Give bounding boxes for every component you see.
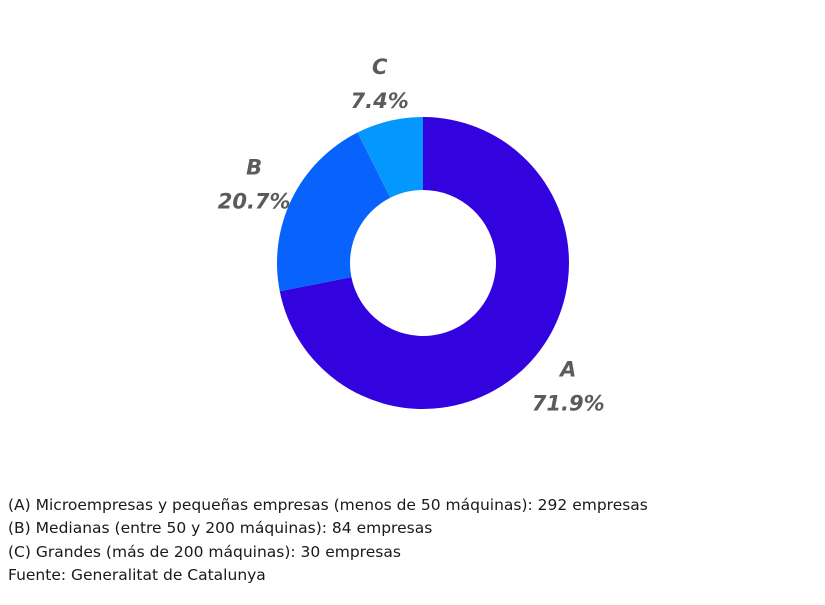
slice-label-c: C <box>372 55 388 79</box>
slice-label-a: A <box>558 357 576 381</box>
notes-list: (A) Microempresas y pequeñas empresas (m… <box>8 494 818 587</box>
note-a: (A) Microempresas y pequeñas empresas (m… <box>8 496 648 514</box>
slice-value-c: 7.4% <box>351 89 409 113</box>
note-c: (C) Grandes (más de 200 máquinas): 30 em… <box>8 542 401 561</box>
source-note: Fuente: Generalitat de Catalunya <box>8 565 266 584</box>
slice-value-b: 20.7% <box>218 189 291 213</box>
donut-slices <box>277 117 569 409</box>
slice-c <box>357 117 423 198</box>
slice-a <box>279 117 569 409</box>
donut-chart: A 71.9% B 20.7% C 7.4% <box>218 55 605 415</box>
note-b: (B) Medianas (entre 50 y 200 máquinas): … <box>8 519 433 538</box>
slice-labels: A 71.9% B 20.7% C 7.4% <box>218 55 605 415</box>
slice-value-a: 71.9% <box>532 391 605 415</box>
slice-b <box>277 132 391 292</box>
slice-label-b: B <box>246 155 262 179</box>
